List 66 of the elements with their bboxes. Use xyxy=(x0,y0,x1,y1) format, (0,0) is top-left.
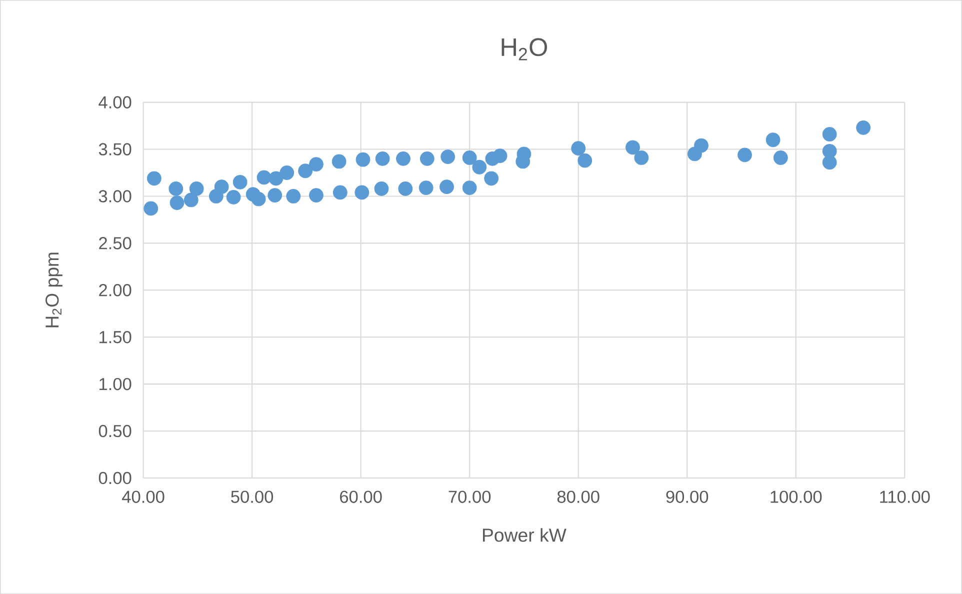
point xyxy=(256,170,272,185)
point xyxy=(492,148,508,163)
point xyxy=(822,155,837,170)
x-tick-label: 90.00 xyxy=(666,490,708,503)
point xyxy=(420,151,434,166)
point xyxy=(146,171,162,186)
y-tick-label: 1.00 xyxy=(100,378,132,390)
point xyxy=(298,164,313,178)
point xyxy=(332,185,348,200)
point xyxy=(214,180,229,194)
point xyxy=(694,138,708,153)
x-tick-label: 50.00 xyxy=(231,490,274,503)
point xyxy=(268,171,284,186)
point xyxy=(738,148,752,162)
point xyxy=(168,181,184,196)
point xyxy=(462,180,477,195)
y-tick-label: 1.50 xyxy=(100,330,132,344)
point xyxy=(626,140,640,154)
point xyxy=(856,120,871,135)
point xyxy=(773,150,788,165)
x-tick-label: 40.00 xyxy=(122,490,164,503)
point xyxy=(309,188,324,202)
y-axis-title: H$_{2}$O ppm xyxy=(46,252,62,328)
point xyxy=(226,190,241,204)
point xyxy=(571,140,586,156)
point xyxy=(332,154,346,169)
point xyxy=(462,150,477,165)
x-tick-label: 70.00 xyxy=(448,490,491,503)
point xyxy=(396,151,410,166)
point xyxy=(375,151,390,166)
point xyxy=(286,188,301,204)
point xyxy=(232,174,248,190)
y-tick-label: 2.00 xyxy=(99,284,132,296)
x-axis-title: Power kW xyxy=(483,528,566,542)
x-tick-label: 60.00 xyxy=(340,490,382,503)
point xyxy=(170,195,184,210)
point xyxy=(578,153,592,168)
point xyxy=(374,181,389,196)
y-tick-label: 3.00 xyxy=(98,190,132,202)
y-tick-label: 3.50 xyxy=(98,142,132,156)
point xyxy=(356,152,370,167)
point xyxy=(398,181,413,196)
point xyxy=(184,192,198,208)
y-tick-label: 2.50 xyxy=(99,236,132,250)
x-tick-label: 110.00 xyxy=(880,490,930,503)
point xyxy=(766,132,780,147)
point xyxy=(472,160,487,174)
point xyxy=(354,185,370,200)
point xyxy=(822,126,837,142)
point xyxy=(440,180,454,194)
point xyxy=(418,180,434,195)
point xyxy=(484,171,499,186)
point xyxy=(309,156,324,172)
x-tick-label: 100.00 xyxy=(770,490,822,503)
y-tick-label: 4.00 xyxy=(98,96,132,108)
point xyxy=(251,192,266,206)
point xyxy=(189,181,204,196)
point xyxy=(280,165,294,180)
point xyxy=(440,149,456,164)
chart-title: H$_{2}$O xyxy=(502,38,547,60)
point xyxy=(634,150,649,165)
y-tick-label: 0.00 xyxy=(98,472,132,484)
x-tick-label: 80.00 xyxy=(557,490,600,503)
y-tick-label: 0.50 xyxy=(98,424,132,438)
point xyxy=(268,188,282,202)
point xyxy=(144,201,158,216)
